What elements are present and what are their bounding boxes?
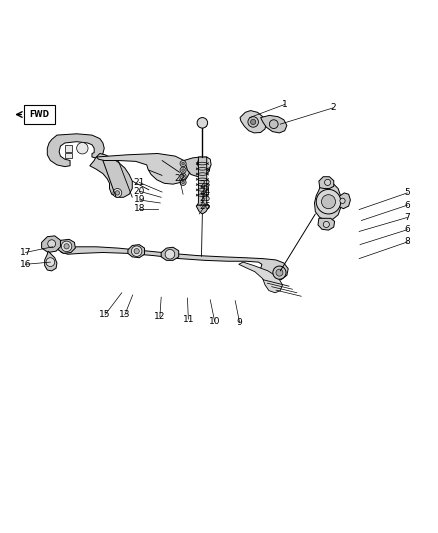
Polygon shape	[184, 157, 210, 177]
Polygon shape	[337, 193, 350, 209]
Polygon shape	[197, 157, 208, 205]
Text: 16: 16	[20, 260, 31, 269]
Text: 5: 5	[404, 189, 410, 197]
Circle shape	[48, 240, 56, 248]
FancyBboxPatch shape	[24, 106, 55, 124]
Circle shape	[46, 258, 55, 266]
Polygon shape	[239, 262, 283, 293]
Circle shape	[321, 195, 336, 209]
Circle shape	[273, 266, 286, 279]
Circle shape	[131, 246, 142, 256]
Circle shape	[182, 169, 184, 172]
Polygon shape	[45, 251, 57, 271]
Text: 6: 6	[404, 225, 410, 234]
Circle shape	[165, 249, 175, 259]
Circle shape	[180, 173, 186, 179]
Circle shape	[197, 118, 208, 128]
Polygon shape	[57, 239, 75, 253]
Circle shape	[340, 198, 345, 204]
Circle shape	[113, 189, 122, 197]
Text: 17: 17	[20, 248, 31, 257]
Polygon shape	[318, 219, 335, 230]
Text: FWD: FWD	[29, 110, 49, 119]
Polygon shape	[65, 154, 72, 158]
Circle shape	[77, 142, 88, 154]
Polygon shape	[42, 236, 60, 253]
Text: 12: 12	[154, 312, 166, 321]
Text: 7: 7	[404, 213, 410, 222]
Circle shape	[180, 167, 186, 173]
Text: 2: 2	[330, 103, 336, 112]
Text: 9: 9	[237, 318, 243, 327]
Circle shape	[182, 175, 184, 177]
Polygon shape	[128, 245, 145, 258]
Text: 22: 22	[174, 174, 185, 183]
Text: 25: 25	[199, 193, 211, 203]
Polygon shape	[65, 145, 72, 152]
Text: 6: 6	[404, 201, 410, 209]
Polygon shape	[161, 247, 179, 260]
Text: 20: 20	[134, 187, 145, 196]
Circle shape	[134, 248, 139, 254]
Circle shape	[316, 189, 341, 214]
Circle shape	[325, 179, 331, 185]
Circle shape	[251, 119, 256, 125]
Circle shape	[115, 191, 120, 195]
Text: 11: 11	[183, 314, 194, 324]
Polygon shape	[319, 177, 334, 189]
Polygon shape	[47, 134, 104, 167]
Circle shape	[180, 160, 186, 167]
Polygon shape	[90, 154, 132, 197]
Polygon shape	[196, 205, 209, 214]
Circle shape	[180, 179, 186, 185]
Text: 15: 15	[99, 310, 111, 319]
Text: 24: 24	[199, 187, 211, 196]
Circle shape	[182, 162, 184, 165]
Polygon shape	[314, 183, 341, 220]
Circle shape	[182, 181, 184, 184]
Polygon shape	[59, 247, 288, 280]
Circle shape	[323, 221, 329, 228]
Text: 10: 10	[209, 317, 220, 326]
Circle shape	[248, 117, 258, 127]
Text: 13: 13	[119, 310, 131, 319]
Text: 26: 26	[199, 201, 211, 211]
Circle shape	[276, 269, 283, 276]
Polygon shape	[240, 110, 266, 133]
Polygon shape	[96, 154, 189, 184]
Circle shape	[269, 120, 278, 128]
Text: 8: 8	[404, 238, 410, 246]
Polygon shape	[197, 157, 211, 171]
Text: 19: 19	[134, 196, 145, 205]
Circle shape	[64, 244, 69, 249]
Text: 18: 18	[134, 204, 145, 213]
Text: 21: 21	[134, 178, 145, 187]
Text: 23: 23	[199, 180, 211, 189]
Circle shape	[61, 241, 72, 252]
Polygon shape	[261, 115, 287, 133]
Text: 1: 1	[282, 100, 288, 109]
